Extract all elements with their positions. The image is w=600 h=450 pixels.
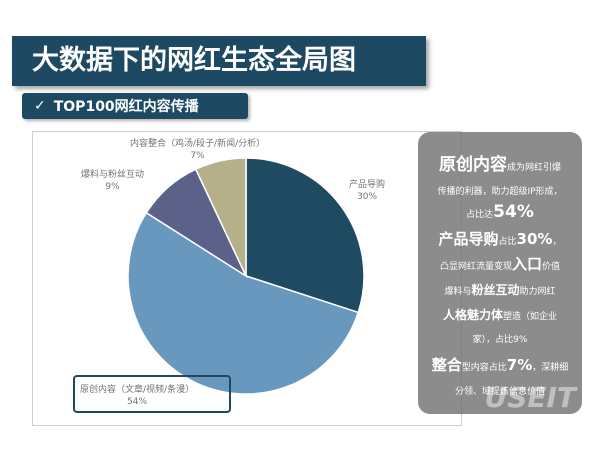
panel-persona-heading: 人格魅力体 [442,308,503,322]
watermark-logo: USEIT [484,381,576,414]
title-bar: 大数据下的网红生态全局图 [12,36,426,86]
panel-product-heading: 产品导购 [438,230,499,248]
label-integration: 内容整合（鸡汤/段子/新闻/分析） 7% [130,138,265,162]
panel-product-share-label: 占比 [498,237,517,247]
label-product-name: 产品导购 [349,180,386,190]
panel-original-heading: 原创内容 [438,155,507,175]
label-product-value: 30% [357,192,378,202]
panel-monetize-text: 凸显网红流量变现 [439,262,512,272]
panel-fans-prefix: 爆料与 [444,287,472,297]
chart-frame: 内容整合（鸡汤/段子/新闻/分析） 7% 爆料与粉丝互动 9% 产品导购 30%… [32,131,462,426]
pie-slice-original [127,211,360,395]
label-fans-name: 爆料与粉丝互动 [81,170,145,180]
panel-value-text: 价值 [542,262,561,272]
original-content-highlight-box [73,375,231,413]
label-product: 产品导购 30% [349,179,385,203]
panel-share-7: 7% [506,356,533,374]
pie-chart [127,157,365,395]
panel-share-54: 54% [493,202,534,222]
panel-share-30: 30% [516,230,553,248]
panel-integration-text: 型内容占比 [461,363,507,373]
label-fans-value: 9% [105,182,120,192]
section-tag-label: TOP100网红内容传播 [53,99,199,115]
panel-original-text-2: 传播的利器，助力超级IP形成， [437,187,563,197]
label-fans: 爆料与粉丝互动 9% [81,169,144,193]
label-original: 原创内容（文章/视频/条漫） 54% [80,384,194,408]
label-integration-name: 内容整合（鸡汤/段子/新闻/分析） [130,139,266,149]
panel-original-text: 成为网红引爆 [506,163,561,173]
label-original-value: 54% [127,397,148,407]
panel-integration-heading: 整合 [431,356,462,374]
panel-fans-text: 助力网红 [519,287,556,297]
panel-integration-text-3: 分领、域提炼信息价值 [454,387,545,397]
panel-integration-text-2: ，深耕细 [532,363,569,373]
summary-panel: 原创内容成为网红引爆 传播的利器，助力超级IP形成， 占比达54% 产品导购占比… [418,132,582,414]
panel-entry-heading: 入口 [511,255,542,273]
panel-fans-heading: 粉丝互动 [471,283,520,297]
pie-slice-integration [194,157,247,277]
check-icon: ✓ [34,98,46,114]
page-title: 大数据下的网红生态全局图 [32,45,356,76]
panel-comma: ， [552,237,562,247]
pie-slice-product [245,157,365,314]
panel-share-9: 家），占比9% [472,335,528,345]
section-tag: ✓ TOP100网红内容传播 [22,93,248,119]
panel-share-label: 占比达 [466,210,494,220]
panel-persona-text: 塑造（如企业 [503,312,558,322]
label-original-name: 原创内容（文章/视频/条漫） [80,385,195,395]
label-integration-value: 7% [190,151,205,161]
